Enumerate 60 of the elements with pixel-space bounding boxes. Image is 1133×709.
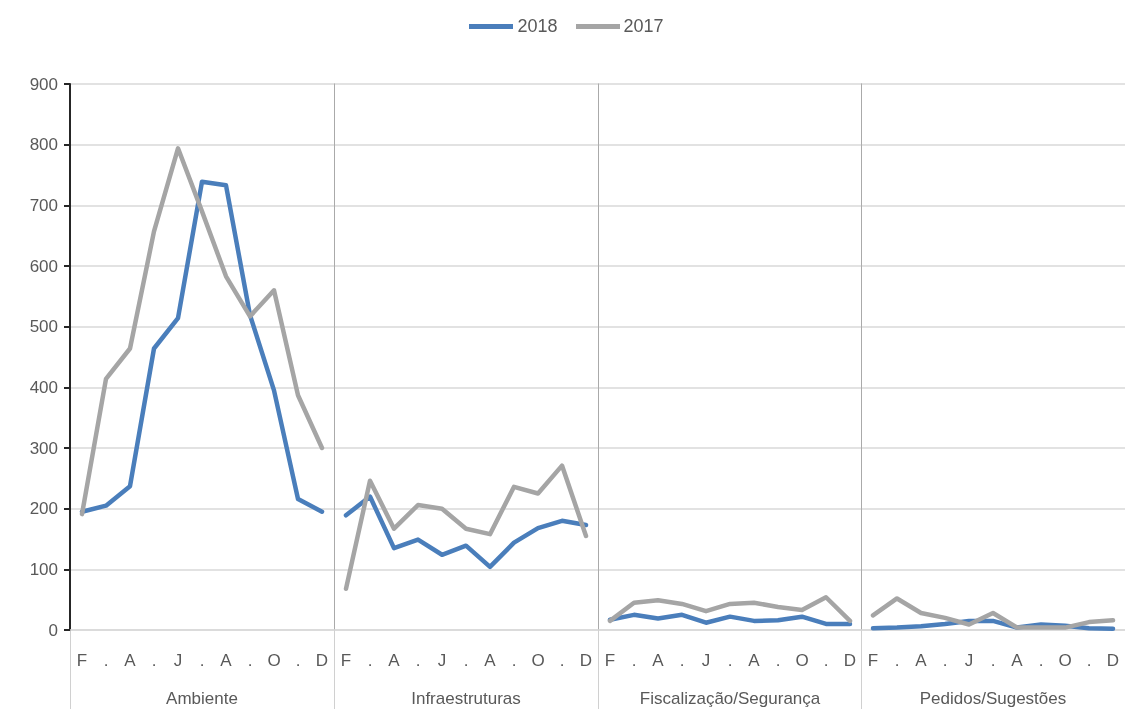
x-tick-label: . <box>415 651 421 670</box>
x-tick-label: J <box>965 651 974 670</box>
x-tick-label: J <box>173 651 183 670</box>
x-tick-label: O <box>267 651 281 670</box>
x-tick-label: A <box>915 651 928 670</box>
x-tick-label: D <box>1107 651 1120 670</box>
x-tick-label: . <box>990 651 996 670</box>
x-axis-title: Pedidos/Sugestões <box>920 689 1067 708</box>
x-tick-label: . <box>367 651 373 670</box>
x-tick-label: . <box>894 651 900 670</box>
x-axis-title: Infraestruturas <box>410 689 521 708</box>
legend-label: 2017 <box>623 16 664 37</box>
x-tick-label: F <box>868 651 879 670</box>
y-tick-label: 800 <box>29 135 58 155</box>
x-tick-label: O <box>1058 651 1072 670</box>
x-tick-label: . <box>1038 651 1044 670</box>
x-tick-label: F <box>604 651 615 670</box>
x-tick-label: A <box>220 651 233 670</box>
y-tick-label: 400 <box>29 377 58 397</box>
legend-label: 2018 <box>517 16 558 37</box>
x-tick-label: D <box>315 651 329 670</box>
x-axis-title: Fiscalização/Segurança <box>639 689 821 708</box>
x-tick-label: . <box>823 651 828 670</box>
x-tick-label: D <box>579 651 592 670</box>
x-tick-label: . <box>151 651 157 670</box>
x-tick-label: . <box>463 651 469 670</box>
x-tick-label: A <box>747 651 760 670</box>
x-tick-label: D <box>843 651 856 670</box>
x-tick-label: O <box>794 651 809 670</box>
x-tick-label: . <box>727 651 732 670</box>
x-tick-label: . <box>295 651 301 670</box>
y-tick-label: 100 <box>29 559 58 579</box>
x-tick-label: . <box>559 651 565 670</box>
x-tick-label: . <box>942 651 948 670</box>
x-tick-label: J <box>437 651 446 670</box>
x-tick-label: . <box>103 651 109 670</box>
y-tick-label: 200 <box>29 499 58 519</box>
y-tick-label: 0 <box>48 620 58 640</box>
x-tick-label: . <box>775 651 780 670</box>
y-tick-label: 600 <box>29 256 58 276</box>
x-tick-label: F <box>340 651 351 670</box>
x-tick-label: O <box>531 651 545 670</box>
x-tick-label: . <box>631 651 636 670</box>
x-tick-label: . <box>1086 651 1092 670</box>
y-tick-label: 700 <box>29 195 58 215</box>
x-axis-title: Ambiente <box>166 689 238 708</box>
x-tick-label: A <box>388 651 401 670</box>
x-tick-label: . <box>199 651 205 670</box>
x-tick-label: A <box>484 651 497 670</box>
x-tick-label: A <box>1011 651 1024 670</box>
x-tick-label: F <box>76 651 88 670</box>
x-tick-label: A <box>124 651 137 670</box>
x-tick-label: . <box>511 651 517 670</box>
y-tick-label: 300 <box>29 438 58 458</box>
x-tick-label: A <box>651 651 664 670</box>
x-tick-label: J <box>701 651 710 670</box>
y-tick-label: 900 <box>29 74 58 94</box>
x-tick-label: . <box>247 651 253 670</box>
y-tick-label: 500 <box>29 317 58 337</box>
x-tick-label: . <box>679 651 684 670</box>
